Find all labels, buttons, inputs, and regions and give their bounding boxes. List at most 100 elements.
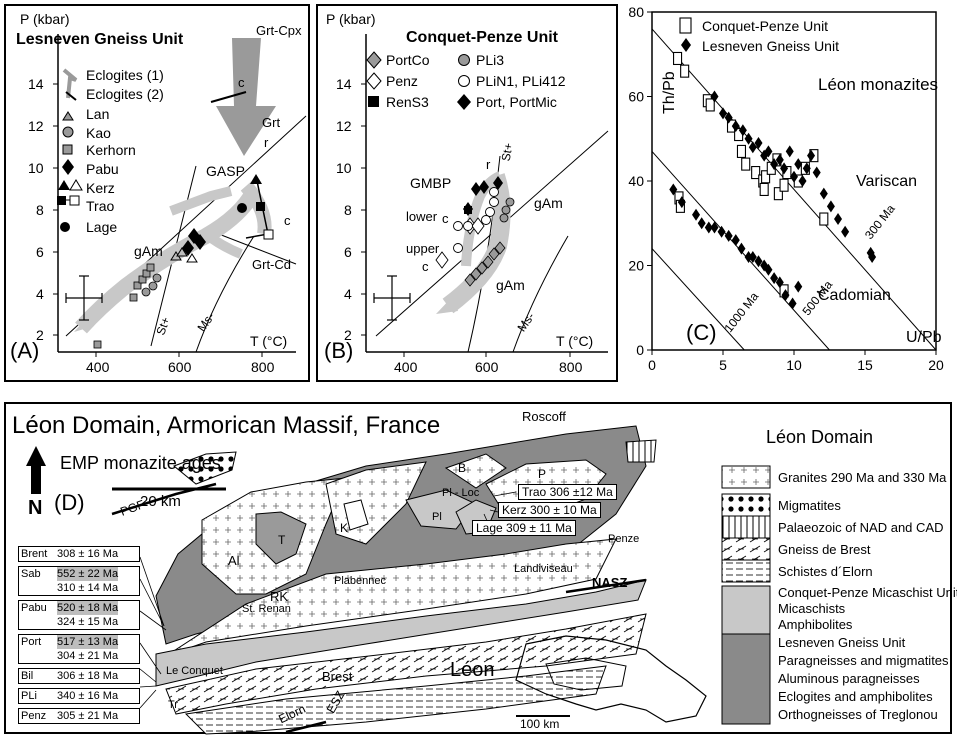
- data-point-lesneven: [798, 175, 807, 187]
- label-gam: gAm: [534, 195, 563, 211]
- panel-b-letter: (B): [324, 338, 354, 363]
- legend-aluminous: Aluminous paragneisses: [778, 671, 920, 686]
- panel-c: 0 5 10 15 20 0 20 40 60 80 300 Ma 500 Ma 1000 Ma Conq…: [622, 4, 954, 392]
- data-point-lesneven: [748, 141, 757, 154]
- label-gmbp: GMBP: [410, 175, 452, 191]
- panel-a-ylabel: P (kbar): [20, 11, 70, 27]
- data-point-lesneven: [794, 280, 803, 293]
- label-st: St+: [498, 141, 516, 163]
- y-tick-label: 20: [628, 258, 644, 274]
- data-point-lesneven: [775, 276, 784, 289]
- x-tick: 600: [168, 359, 192, 375]
- label-gasp: GASP: [206, 163, 245, 179]
- data-point-lesneven: [717, 225, 726, 238]
- place-leon: Léon: [450, 659, 495, 681]
- data-point-lesneven: [724, 111, 733, 124]
- data-point-lesneven: [754, 136, 763, 149]
- data-point-lesneven: [764, 145, 773, 158]
- scale-label: 20 km: [140, 493, 181, 510]
- legend-label: Lage: [86, 219, 118, 235]
- data-point-lesneven: [748, 251, 757, 264]
- label-r: r: [486, 157, 491, 172]
- age-box-kerz: Kerz 300 ± 10 Ma: [498, 502, 601, 518]
- data-point-lesneven: [731, 234, 740, 247]
- legend-gneiss-brest: Gneiss de Brest: [778, 542, 871, 557]
- panel-b-ylabel: P (kbar): [326, 11, 376, 27]
- data-point-lesneven: [738, 124, 747, 137]
- place-penze: Penze: [608, 533, 640, 545]
- north-arrow-icon: N: [28, 497, 43, 519]
- label-c: c: [284, 213, 291, 228]
- unit-pl: Pl: [432, 511, 442, 523]
- data-point-conquet: [761, 170, 771, 184]
- y-tick: 12: [336, 118, 352, 134]
- panel-b-xlabel: T (°C): [556, 333, 594, 349]
- data-point-conquet: [705, 98, 715, 112]
- age-value: 552 ± 22 Ma: [57, 567, 119, 581]
- panel-c-title: Léon monazites: [818, 75, 939, 94]
- legend-marker-conquet: [679, 17, 692, 34]
- y-tick: 2: [36, 327, 44, 343]
- label-cadomian: Cadomian: [818, 287, 891, 304]
- panel-a-plot: [53, 34, 307, 357]
- unit-rk: RK: [270, 589, 289, 604]
- data-point-conquet: [741, 157, 751, 171]
- sample-name: Brent: [21, 548, 48, 560]
- legend-eclogites: Eclogites and amphibolites: [778, 689, 933, 704]
- age-box-trao: Trao 306 ±12 Ma: [518, 484, 617, 500]
- map-d: [26, 425, 771, 735]
- data-point-conquet: [819, 212, 829, 226]
- age-box-pabu: Pabu 520 ± 18 Ma 324 ± 15 Ma: [18, 600, 140, 630]
- y-tick: 4: [36, 286, 44, 302]
- y-tick: 8: [344, 202, 352, 218]
- age-box-bil: Bil 306 ± 18 Ma: [18, 668, 140, 684]
- panel-b-plot: [361, 34, 609, 357]
- legend-label: Trao: [86, 198, 115, 214]
- data-point-lesneven: [788, 297, 797, 310]
- map-title: Léon Domain, Armorican Massif, France: [12, 412, 441, 439]
- place-brest: Brest: [322, 669, 353, 684]
- unit-tr: Tr: [168, 699, 178, 711]
- age-line-label: 1000 Ma: [721, 289, 761, 335]
- data-point-lesneven: [775, 153, 784, 166]
- x-tick-label: 0: [648, 357, 656, 373]
- legend-lesneven: Lesneven Gneiss Unit: [778, 635, 906, 650]
- x-tick-label: 10: [786, 357, 802, 373]
- data-point-lesneven: [704, 221, 713, 234]
- panel-d: Léon Domain, Armorican Massif, France EM…: [4, 402, 957, 735]
- legend-palaeozoic: Palaeozoic of NAD and CAD: [778, 520, 944, 535]
- data-point-lesneven: [819, 187, 828, 200]
- age-box-penz: Penz 305 ± 21 Ma: [18, 708, 140, 724]
- label-lower: lower: [406, 209, 438, 224]
- data-point-lesneven: [669, 183, 678, 196]
- data-point-lesneven: [710, 90, 719, 103]
- data-point-lesneven: [802, 162, 811, 175]
- label-variscan: Variscan: [856, 173, 918, 190]
- legend-label-conquet: Conquet-Penze Unit: [702, 18, 828, 34]
- panel-a-letter: (A): [10, 338, 40, 363]
- label-grt: Grt: [262, 115, 281, 130]
- age-line-label: 300 Ma: [862, 202, 898, 242]
- y-tick: 6: [344, 244, 352, 260]
- sample-name: Port: [21, 636, 42, 648]
- data-point-lesneven: [785, 145, 794, 158]
- age-box-sab: Sab 552 ± 22 Ma 310 ± 14 Ma: [18, 566, 140, 596]
- panel-a-title: Lesneven Gneiss Unit: [16, 31, 184, 48]
- legend-label: Kerz: [86, 180, 115, 196]
- data-point-lesneven: [770, 158, 779, 171]
- age-line: [651, 248, 745, 351]
- legend-conquet: Conquet-Penze Micaschist Unit: [778, 585, 957, 600]
- data-point-lesneven: [812, 166, 821, 179]
- data-point-lesneven: [731, 120, 740, 133]
- label-c: c: [238, 75, 245, 90]
- legend-marker-lesneven: [681, 38, 691, 52]
- panel-b-title: Conquet-Penze Unit: [406, 29, 558, 46]
- data-point-conquet: [736, 144, 747, 158]
- legend-label: PLi3: [476, 52, 505, 68]
- data-point-conquet: [759, 182, 769, 196]
- data-point-lesneven: [724, 229, 733, 242]
- age-box-pli: PLi 340 ± 16 Ma: [18, 688, 140, 704]
- inset-scale: 100 km: [520, 717, 560, 731]
- data-point-lesneven: [697, 217, 706, 230]
- label-c: c: [442, 211, 449, 226]
